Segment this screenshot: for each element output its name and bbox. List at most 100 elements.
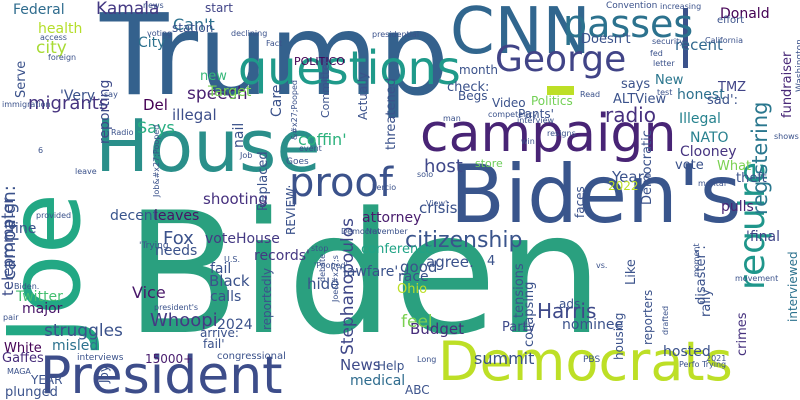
cloud-word: Democrats <box>438 330 733 393</box>
cloud-word: Democrat <box>341 227 381 236</box>
cloud-word: radio <box>605 103 656 127</box>
cloud-word: NATO <box>690 130 729 146</box>
cloud-word: medical <box>350 373 406 389</box>
cloud-word: Whoopi <box>150 310 218 331</box>
cloud-word: summit <box>474 349 535 368</box>
cloud-word: agree. <box>426 253 474 271</box>
cloud-word: win <box>521 137 535 146</box>
cloud-word: ABC <box>405 383 430 397</box>
cloud-word: coffin' <box>298 130 347 149</box>
cloud-word: crisis <box>419 199 458 217</box>
cloud-word: 'Pooped' <box>314 261 348 270</box>
cloud-word: migrants <box>28 93 109 114</box>
cloud-word: provided <box>36 211 72 220</box>
cloud-word: White <box>4 341 42 356</box>
cloud-word: Joe&#x27;s <box>331 255 340 302</box>
cloud-word: ads <box>559 297 581 311</box>
cloud-word: store <box>475 157 503 170</box>
cloud-word: campaign <box>420 104 677 164</box>
cloud-word: decent <box>110 208 159 224</box>
cloud-word: Clooney <box>680 144 737 160</box>
cloud-word: security <box>652 37 684 46</box>
cloud-word: say <box>104 90 118 99</box>
cloud-word: interviewed <box>786 251 800 322</box>
cloud-word: fail <box>210 261 232 277</box>
cloud-word: Washington <box>795 39 800 92</box>
cloud-word: Years <box>612 168 652 186</box>
cloud-word: presidential <box>372 30 420 39</box>
cloud-word: 2022 <box>608 179 639 193</box>
cloud-word: passes <box>563 2 694 46</box>
cloud-word: questions <box>238 41 461 95</box>
cloud-word: shooting <box>203 190 268 208</box>
cloud-word: reporters <box>641 289 655 345</box>
cloud-word: George <box>495 39 627 80</box>
cloud-word: Serve <box>14 60 29 98</box>
cloud-word: POLITICO <box>294 55 345 68</box>
cloud-word: president's <box>154 303 199 312</box>
cloud-word: fine <box>10 221 37 237</box>
cloud-word: check: <box>447 80 490 95</box>
cloud-word: shows <box>774 132 799 141</box>
divider-line <box>683 8 688 68</box>
cloud-word: Fox <box>163 228 194 249</box>
cloud-word: Goes <box>286 157 309 167</box>
cloud-word: attorney <box>362 210 422 226</box>
cloud-word: hide <box>307 275 340 293</box>
cloud-word: movement <box>735 274 779 283</box>
cloud-word: Del <box>143 96 168 114</box>
cloud-word: Joy <box>97 365 111 383</box>
cloud-word: records' <box>254 248 310 264</box>
cloud-word: REVIEW: <box>284 184 298 235</box>
cloud-word: sad': <box>707 93 738 108</box>
cloud-word: fed <box>650 49 663 58</box>
cloud-word: President <box>40 346 283 400</box>
cloud-word: calls <box>210 289 242 305</box>
cloud-word: &#x27;Pooped <box>290 80 299 140</box>
cloud-word: moment <box>692 243 701 277</box>
cloud-word: misled <box>52 338 99 354</box>
cloud-word: Kamala <box>96 0 160 19</box>
cloud-word: Care <box>269 84 285 117</box>
cloud-word: says <box>621 77 651 92</box>
cloud-word: Harris <box>537 299 597 323</box>
cloud-word: reportedly <box>260 267 274 330</box>
cloud-word: campaign: <box>0 185 20 280</box>
cloud-word: needs <box>155 243 198 259</box>
cloud-word: Says <box>137 118 175 137</box>
cloud-word: View': <box>426 199 450 208</box>
cloud-word: event <box>299 144 322 153</box>
cloud-word: theft <box>736 171 767 186</box>
cloud-word: resigns <box>547 129 576 138</box>
cloud-word: 'lawfare' <box>339 264 399 280</box>
cloud-word: Biden <box>125 176 604 372</box>
accent-bar <box>547 86 574 95</box>
cloud-word: Percio <box>372 183 397 192</box>
cloud-word: access <box>40 33 67 42</box>
cloud-word: November <box>366 227 408 236</box>
cloud-word: Democratic <box>640 130 655 205</box>
cloud-word: city <box>36 38 67 58</box>
cloud-word: Radio <box>111 128 134 137</box>
cloud-word: Biden's <box>450 148 742 241</box>
cloud-word: voteHouse <box>205 231 280 247</box>
cloud-word: 6 <box>38 146 44 155</box>
cloud-word: leaves <box>154 208 200 224</box>
cloud-word: Twitter <box>16 289 63 305</box>
cloud-word: leave <box>75 167 97 176</box>
cloud-word: Black <box>209 272 250 290</box>
cloud-word: Stephanopoulos <box>338 217 358 355</box>
cloud-word: Read <box>580 90 601 99</box>
cloud-word: vote <box>675 158 704 173</box>
cloud-word: immigration <box>2 100 51 109</box>
cloud-word: U.S. <box>224 255 241 264</box>
cloud-word: mental <box>698 179 727 188</box>
cloud-word: major <box>22 301 63 317</box>
cloud-word: Fact <box>266 39 283 48</box>
cloud-word: Job&#x27;Pooped <box>152 124 161 197</box>
cloud-word: hosted <box>663 344 711 360</box>
cloud-word: New <box>655 73 684 88</box>
cloud-word: recent <box>675 36 723 54</box>
cloud-word: Donald <box>720 6 770 22</box>
